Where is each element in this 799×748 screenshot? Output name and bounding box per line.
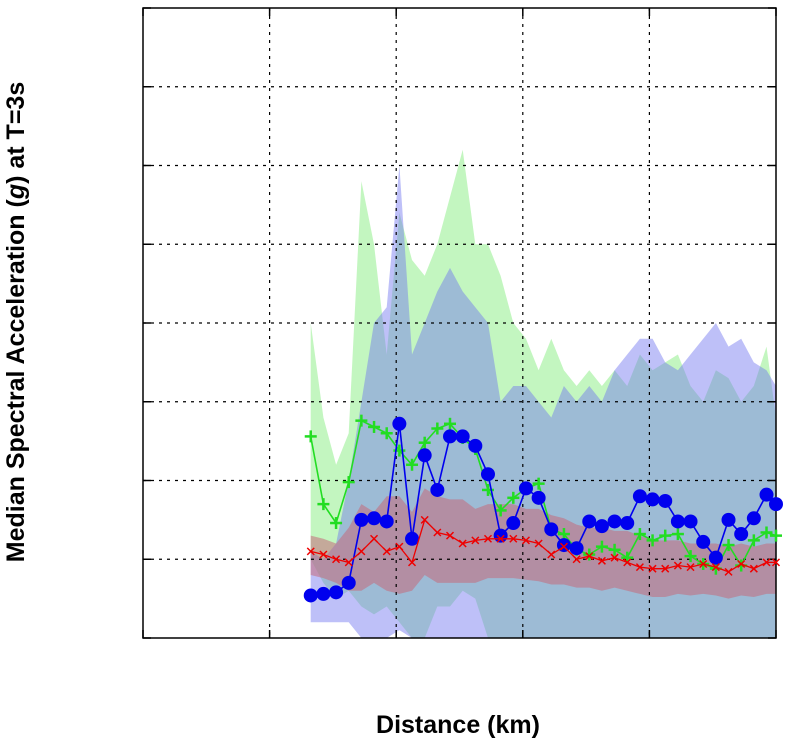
data-point-ns bbox=[430, 482, 445, 497]
data-point-ns bbox=[329, 585, 344, 600]
y-axis-label: Median Spectral Acceleration (g) at T=3s bbox=[2, 82, 30, 562]
data-point-ns bbox=[594, 519, 609, 534]
x-axis-label: Distance (km) bbox=[376, 711, 540, 739]
data-point-cb08 bbox=[458, 539, 467, 548]
data-point-ns bbox=[443, 429, 458, 444]
data-point-cb08 bbox=[496, 534, 505, 543]
data-point-cb08 bbox=[370, 534, 379, 543]
data-point-cb08 bbox=[521, 536, 530, 545]
data-point-ns bbox=[658, 493, 673, 508]
data-point-ns bbox=[582, 514, 597, 529]
data-point-ns bbox=[544, 522, 559, 537]
data-point-cb08 bbox=[771, 558, 781, 567]
data-point-ns bbox=[632, 489, 647, 504]
data-point-ns bbox=[620, 516, 635, 531]
data-point-ns bbox=[518, 481, 533, 496]
data-point-ns bbox=[354, 512, 369, 527]
data-point-cb08 bbox=[585, 552, 594, 561]
data-point-ns bbox=[405, 531, 420, 546]
y-axis-label-part-1: Median Spectral Acceleration ( bbox=[2, 198, 30, 562]
data-point-cb08 bbox=[357, 547, 366, 556]
data-point-cb08 bbox=[407, 558, 417, 567]
data-point-ns bbox=[493, 528, 508, 543]
data-point-cb08 bbox=[724, 567, 733, 576]
band-cb08 bbox=[310, 488, 776, 599]
data-point-ns bbox=[645, 492, 660, 507]
series-line-cb08 bbox=[310, 518, 776, 573]
data-point-ns bbox=[696, 534, 711, 549]
series-ns bbox=[303, 416, 783, 603]
data-point-ns bbox=[569, 541, 584, 556]
data-point-ns bbox=[721, 512, 736, 527]
data-point-cb08 bbox=[711, 563, 720, 572]
data-point-cb08 bbox=[597, 556, 606, 565]
data-point-cb08 bbox=[673, 561, 682, 570]
grid-lines bbox=[143, 8, 776, 638]
data-point-ns bbox=[708, 550, 723, 565]
data-point-cb08 bbox=[471, 536, 480, 545]
data-point-ns bbox=[468, 438, 483, 453]
data-point-cb08 bbox=[509, 534, 518, 543]
data-point-ns bbox=[769, 497, 783, 512]
data-point-cb08 bbox=[445, 531, 455, 540]
uncertainty-bands bbox=[310, 149, 776, 639]
data-point-ns bbox=[367, 511, 382, 526]
data-point-cb08 bbox=[610, 553, 619, 562]
data-point-cb08 bbox=[749, 564, 758, 573]
data-point-cb08 bbox=[559, 542, 568, 551]
data-point-cb08 bbox=[699, 559, 708, 569]
data-point-cb08 bbox=[319, 550, 328, 559]
data-point-cb08 bbox=[623, 558, 632, 567]
series-cb08 bbox=[306, 515, 781, 576]
y-axis-label-part-2: g bbox=[2, 184, 30, 200]
data-point-cb08 bbox=[395, 542, 404, 551]
data-point-cb08 bbox=[762, 558, 771, 567]
data-point-cb08 bbox=[737, 559, 746, 569]
data-point-ns bbox=[506, 516, 521, 531]
data-point-ns bbox=[734, 527, 749, 542]
data-point-cb08 bbox=[648, 564, 657, 573]
data-point-ns bbox=[759, 487, 774, 502]
data-point-cb08 bbox=[483, 534, 493, 543]
data-point-ns bbox=[683, 514, 698, 529]
data-point-ns bbox=[455, 429, 470, 444]
data-point-cb08 bbox=[306, 547, 315, 556]
data-point-cb08 bbox=[433, 528, 442, 537]
data-point-cb08 bbox=[332, 555, 341, 564]
data-point-cb08 bbox=[572, 555, 581, 564]
data-point-ns bbox=[316, 586, 331, 601]
data-point-cb08 bbox=[420, 515, 429, 524]
data-point-ns bbox=[480, 467, 495, 482]
data-point-cb08 bbox=[686, 563, 695, 572]
data-point-cb08 bbox=[661, 564, 670, 573]
data-point-ns bbox=[531, 490, 546, 505]
data-point-ns bbox=[417, 448, 432, 463]
data-point-ns bbox=[303, 588, 318, 603]
y-axis-label-part-3: ) at T=3s bbox=[2, 82, 30, 184]
data-point-cb08 bbox=[635, 563, 644, 572]
data-point-cb08 bbox=[547, 550, 556, 559]
data-point-cb08 bbox=[382, 547, 391, 556]
data-point-ns bbox=[670, 514, 685, 529]
data-point-ns bbox=[392, 416, 407, 431]
axis-ticks bbox=[142, 7, 777, 639]
data-point-cb08 bbox=[344, 558, 353, 567]
data-point-ns bbox=[341, 575, 356, 590]
data-point-ns bbox=[379, 514, 394, 529]
data-point-ns bbox=[607, 514, 622, 529]
data-point-ns bbox=[746, 511, 761, 526]
data-point-cb08 bbox=[534, 539, 543, 548]
data-series bbox=[303, 414, 783, 603]
